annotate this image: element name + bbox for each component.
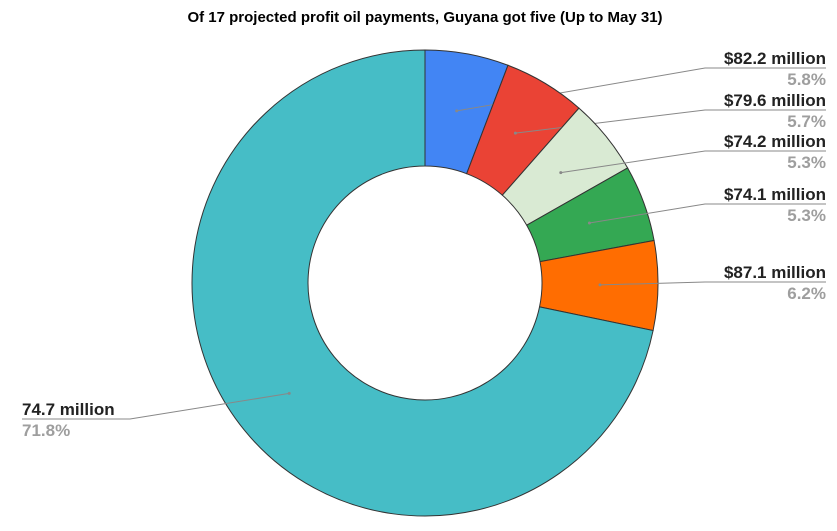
leader-line [22, 392, 290, 420]
leader-dot [559, 171, 563, 175]
slice-percent: 6.2% [787, 284, 826, 303]
slice-percent: 5.8% [787, 70, 826, 89]
slice [191, 49, 654, 517]
slice-label: $87.1 million [724, 263, 826, 282]
chart-title: Of 17 projected profit oil payments, Guy… [187, 9, 662, 26]
leader-line [560, 150, 826, 174]
slice-percent: 5.3% [787, 206, 826, 225]
slice-label: $82.2 million [724, 49, 826, 68]
leader-dot [598, 283, 602, 287]
slice-label: $74.1 million [724, 185, 826, 204]
slice-percent: 5.3% [787, 153, 826, 172]
leader-line [589, 203, 826, 224]
slice-label: 74.7 million [22, 400, 115, 419]
leader-dot [587, 221, 591, 225]
leader-dot [287, 391, 291, 395]
slice-percent: 71.8% [22, 421, 70, 440]
leader-dot [513, 131, 517, 135]
slice-label: $74.2 million [724, 132, 826, 151]
leader-dot [455, 109, 459, 113]
slice-percent: 5.7% [787, 112, 826, 131]
leader-line [599, 281, 826, 286]
slice-label: $79.6 million [724, 91, 826, 110]
